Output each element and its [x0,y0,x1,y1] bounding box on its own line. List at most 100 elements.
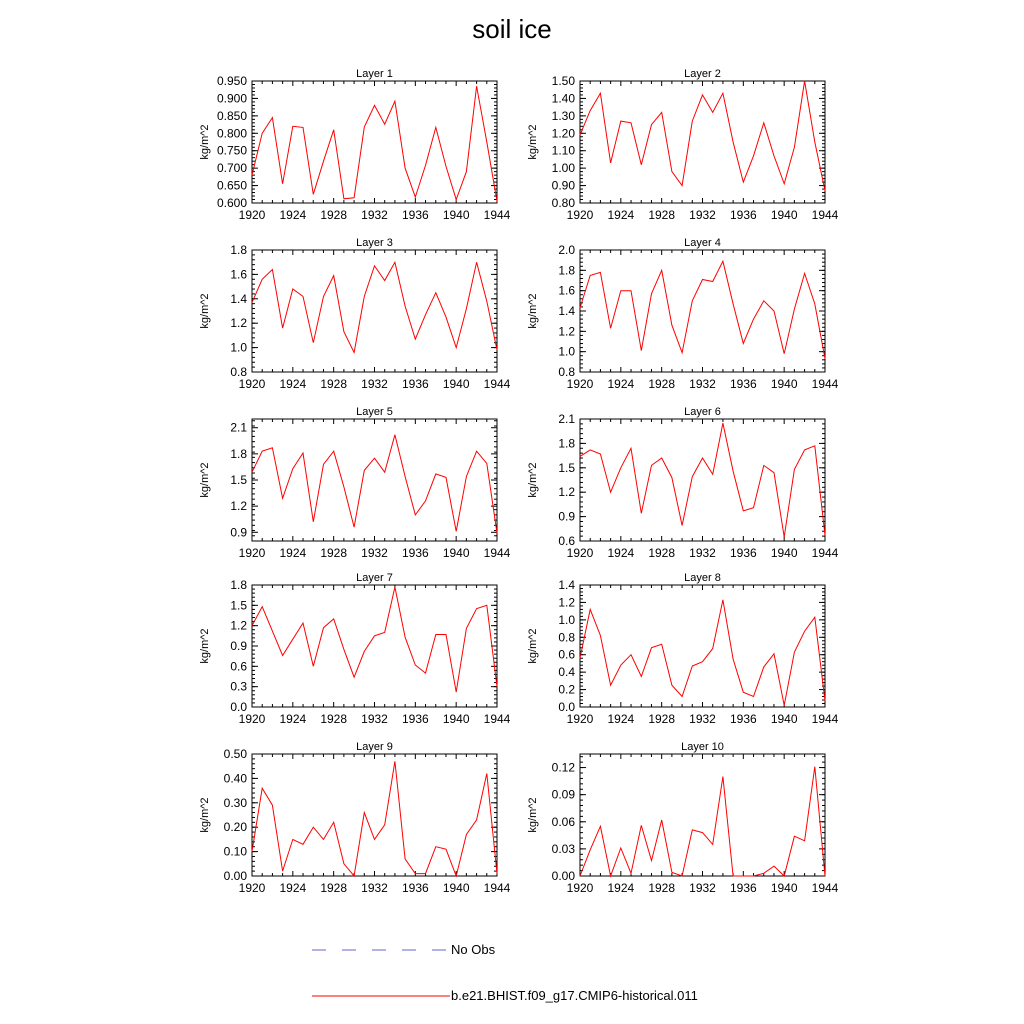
x-tick-label: 1936 [402,881,429,895]
x-tick-label: 1932 [689,546,716,560]
y-tick-label: 0.2 [558,683,575,697]
panel-layer-4: Layer 4 kg/m^2 1920 1924 1928 1932 1936 1940 194… [527,237,839,391]
y-tick-label: 0.900 [217,91,247,105]
panel-title: Layer 2 [684,68,721,80]
x-tick-label: 1928 [320,712,347,726]
panel-layer-6: Layer 6 kg/m^2 1920 1924 1928 1932 1936 1940 194… [527,406,839,560]
y-tick-label: 0.950 [217,74,247,88]
y-tick-label: 0.10 [224,845,248,859]
y-tick-label: 0.12 [552,761,576,775]
y-tick-label: 1.10 [552,144,576,158]
y-tick-label: 0.50 [224,747,248,761]
y-tick-label: 0.03 [552,842,576,856]
y-axis-label: kg/m^2 [199,124,211,159]
x-tick-label: 1924 [279,377,306,391]
x-tick-label: 1936 [402,377,429,391]
legend-obs-label: No Obs [451,942,496,957]
y-axis-label: kg/m^2 [527,797,539,832]
x-tick-label: 1936 [730,712,757,726]
y-tick-label: 0.80 [552,196,576,210]
panel-title: Layer 10 [681,741,724,753]
x-tick-label: 1932 [361,546,388,560]
y-tick-label: 1.30 [552,109,576,123]
x-tick-label: 1944 [812,881,839,895]
plot-frame [579,418,826,542]
panel-layer-2: Layer 2 kg/m^2 1920 1924 1928 1932 1936 1940 194… [527,68,839,222]
x-tick-label: 1920 [567,546,594,560]
y-axis-label: kg/m^2 [527,462,539,497]
panel-layer-1: Layer 1 kg/m^2 1920 1924 1928 1932 1936 1940 194… [199,68,511,222]
x-tick-label: 1928 [648,208,675,222]
y-tick-label: 1.0 [558,345,575,359]
x-tick-label: 1940 [443,208,470,222]
series-line [251,86,498,202]
legend-obs: No Obs [310,940,570,960]
y-tick-label: 1.6 [558,284,575,298]
y-tick-label: 0.800 [217,126,247,140]
x-tick-label: 1936 [402,546,429,560]
series-line [579,259,826,359]
panel-title: Layer 9 [356,741,393,753]
y-tick-label: 1.0 [558,613,575,627]
y-tick-label: 0.850 [217,109,247,123]
x-tick-label: 1928 [320,881,347,895]
y-tick-label: 1.8 [558,436,575,450]
panel-layer-5: Layer 5 kg/m^2 1920 1924 1928 1932 1936 1940 194… [199,406,511,560]
y-tick-label: 0.09 [552,788,576,802]
x-tick-label: 1932 [689,881,716,895]
y-axis-label: kg/m^2 [527,628,539,663]
x-tick-label: 1940 [771,881,798,895]
series-line [579,599,826,706]
panel-title: Layer 8 [684,572,721,584]
x-tick-label: 1936 [730,881,757,895]
series-line [251,761,498,878]
y-tick-label: 0.00 [224,869,248,883]
x-tick-label: 1928 [648,712,675,726]
x-tick-label: 1920 [567,881,594,895]
y-tick-label: 0.0 [558,700,575,714]
y-tick-label: 1.5 [230,598,247,612]
y-tick-label: 1.20 [552,126,576,140]
x-tick-label: 1928 [320,208,347,222]
x-tick-label: 1920 [239,546,266,560]
y-tick-label: 1.8 [230,578,247,592]
y-tick-label: 2.1 [230,421,247,435]
y-tick-label: 0.600 [217,196,247,210]
y-tick-label: 1.2 [230,619,247,633]
y-tick-label: 1.2 [558,324,575,338]
panel-layer-8: Layer 8 kg/m^2 1920 1924 1928 1932 1936 1940 194… [527,572,839,726]
y-tick-label: 2.0 [558,243,575,257]
series-line [251,260,498,355]
x-tick-label: 1924 [607,712,634,726]
x-tick-label: 1924 [279,712,306,726]
x-tick-label: 1924 [279,881,306,895]
y-tick-label: 1.4 [230,292,247,306]
x-tick-label: 1940 [443,881,470,895]
legend-model-swatch [312,995,450,997]
x-tick-label: 1924 [607,377,634,391]
y-tick-label: 1.40 [552,91,576,105]
plot-frame [251,80,498,204]
y-axis-label: kg/m^2 [199,293,211,328]
y-tick-label: 0.6 [230,659,247,673]
y-axis-label: kg/m^2 [199,462,211,497]
legend-obs-swatch [312,949,450,951]
x-tick-label: 1936 [730,546,757,560]
x-tick-label: 1928 [648,377,675,391]
panel-layer-7: Layer 7 kg/m^2 1920 1924 1928 1932 1936 1940 194… [199,572,511,726]
y-tick-label: 2.1 [558,412,575,426]
panel-title: Layer 6 [684,406,721,418]
series-line [579,80,826,191]
panel-title: Layer 5 [356,406,393,418]
y-tick-label: 1.4 [558,304,575,318]
y-tick-label: 0.6 [558,534,575,548]
y-tick-label: 1.5 [230,473,247,487]
y-tick-label: 0.750 [217,144,247,158]
panel-layer-10: Layer 10 kg/m^2 1920 1924 1928 1932 1936 1940 19… [527,741,839,895]
x-tick-label: 1932 [361,712,388,726]
y-tick-label: 1.00 [552,161,576,175]
x-tick-label: 1944 [812,546,839,560]
y-tick-label: 1.8 [230,243,247,257]
x-tick-label: 1944 [484,208,511,222]
y-tick-label: 0.00 [552,869,576,883]
